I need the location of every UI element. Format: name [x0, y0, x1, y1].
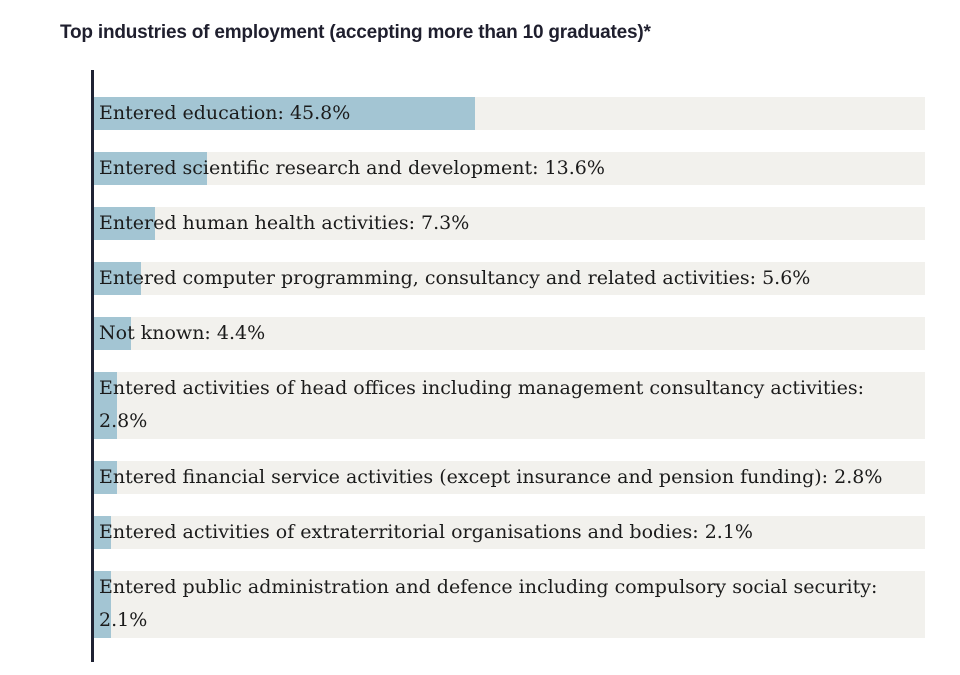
bar-label: Entered education: 45.8% — [99, 102, 351, 124]
bar-label: Entered activities of head offices inclu… — [99, 377, 864, 432]
bar-row: Entered computer programming, consultanc… — [94, 262, 925, 295]
bar — [94, 516, 112, 549]
bar-label: Entered activities of extraterritorial o… — [99, 521, 753, 543]
chart-title: Top industries of employment (accepting … — [60, 22, 651, 43]
bar-row: Entered public administration and defenc… — [94, 571, 925, 638]
bar — [94, 372, 118, 439]
bar-row: Entered activities of head offices inclu… — [94, 372, 925, 439]
bar-label: Entered human health activities: 7.3% — [99, 212, 470, 234]
bar-row: Entered education: 45.8% — [94, 97, 925, 130]
bar — [94, 207, 155, 240]
y-axis-line — [91, 70, 94, 662]
bar — [94, 262, 141, 295]
bar-chart: Entered education: 45.8% Entered scientif… — [94, 97, 925, 660]
bar-label: Entered financial service activities (ex… — [99, 466, 883, 488]
bar — [94, 97, 475, 130]
bar-label: Entered scientific research and developm… — [99, 157, 605, 179]
bar — [94, 317, 131, 350]
bar-label: Entered computer programming, consultanc… — [99, 267, 811, 289]
bar-row: Entered activities of extraterritorial o… — [94, 516, 925, 549]
bar — [94, 461, 118, 494]
bar — [94, 571, 112, 638]
bar-label: Entered public administration and defenc… — [99, 576, 878, 631]
bar-row: Entered human health activities: 7.3% — [94, 207, 925, 240]
bar-row: Entered scientific research and developm… — [94, 152, 925, 185]
bar-label: Not known: 4.4% — [99, 322, 266, 344]
bar — [94, 152, 208, 185]
bar-row: Not known: 4.4% — [94, 317, 925, 350]
bar-row: Entered financial service activities (ex… — [94, 461, 925, 494]
